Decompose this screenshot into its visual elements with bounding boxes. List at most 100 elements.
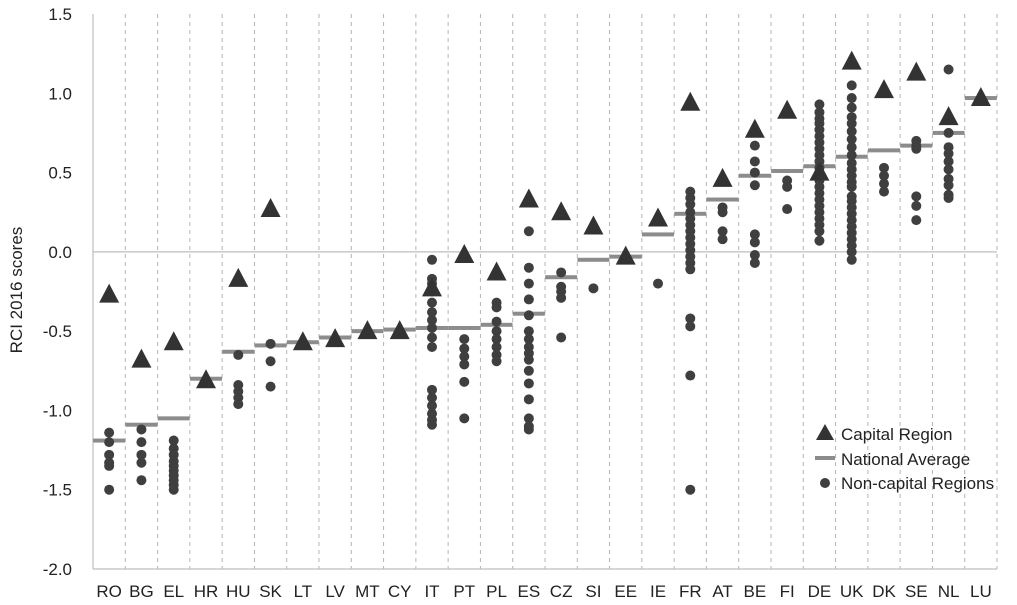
legend-noncapital-label: Non-capital Regions [841,474,994,493]
x-tick-label: BE [744,582,767,601]
legend-national-label: National Average [841,450,970,469]
non-capital-region-point [136,424,147,435]
non-capital-region-point [427,332,437,343]
legend-noncapital-marker [820,478,830,488]
x-tick-label: LU [970,582,992,601]
capital-region-point [970,87,991,107]
legend: Capital Region National Average Non-capi… [815,424,994,493]
y-tick-label: -2.0 [43,560,72,579]
capital-region-point [389,320,410,340]
non-capital-region-point [427,315,437,326]
non-capital-region-point [265,381,276,392]
non-capital-region-point [523,294,534,305]
non-capital-region-point [685,264,696,275]
non-capital-region-point [879,162,889,173]
capital-region-point [938,106,959,126]
non-capital-region-point [459,413,470,424]
non-capital-region-point [523,365,534,376]
national-average-mark [577,257,610,262]
non-capital-region-point [168,435,179,446]
non-capital-region-point [943,192,954,203]
non-capital-region-point [782,181,793,192]
y-tick-label: 1.0 [48,84,72,103]
capital-region-point [422,277,442,297]
non-capital-region-point [588,283,599,294]
non-capital-region-point [943,127,954,138]
y-tick-labels: 1.5 1.0 0.5 0.0 -0.5 -1.0 -1.5 -2.0 [43,5,72,579]
non-capital-region-point [523,394,534,405]
x-tick-label: CY [388,582,412,601]
non-capital-region-point [685,484,696,495]
x-tick-label: ES [518,582,541,601]
non-capital-region-point [427,342,437,352]
non-capital-region-point [523,354,534,365]
capital-region-point [486,261,507,281]
capital-region-point [680,91,701,111]
y-tick-label: 0.0 [48,243,72,262]
non-capital-region-point [427,307,437,318]
y-tick-label: 1.5 [48,5,72,24]
non-capital-region-point [749,237,760,248]
non-capital-region-point [427,419,437,430]
non-capital-region-point [523,226,534,237]
non-capital-region-point [846,93,857,104]
non-capital-region-point [427,254,437,265]
capital-region-point [325,328,346,348]
legend-national-marker [815,456,835,460]
x-tick-label: IE [650,582,666,601]
x-tick-label: HU [226,582,251,601]
legend-capital-marker [816,424,834,440]
non-capital-region-point [846,246,857,257]
capital-region-series [99,50,991,389]
x-tick-label: EE [614,582,637,601]
non-capital-region-point [911,200,922,211]
non-capital-region-point [846,126,857,137]
x-tick-label: AT [712,582,732,601]
non-capital-region-point [523,413,534,424]
non-capital-region-point [685,370,696,381]
national-average-mark [448,325,481,330]
non-capital-region-point [879,170,889,181]
non-capital-region-point [136,457,147,468]
non-capital-region-point [846,134,857,145]
capital-region-point [712,167,733,187]
capital-region-point [551,201,572,221]
non-capital-region-point [749,156,760,167]
non-capital-region-point [491,342,502,352]
non-capital-region-point [523,378,534,389]
capital-region-point [906,61,927,81]
non-capital-region-point [427,297,437,308]
capital-region-point [357,320,378,340]
non-capital-region-point [104,449,115,460]
non-capital-region-point [943,148,954,159]
non-capital-region-point [911,191,922,202]
non-capital-region-point [846,102,857,113]
x-tick-label: SI [585,582,601,601]
capital-region-point [131,348,152,368]
non-capital-region-point [491,302,502,313]
non-capital-region-point [427,392,437,403]
y-tick-label: 0.5 [48,164,72,183]
x-tick-label: SE [905,582,928,601]
x-tick-label: LT [294,582,313,601]
x-tick-label: DK [872,582,896,601]
capital-region-point [583,215,604,235]
capital-region-point [615,245,636,265]
non-capital-region-point [104,437,115,448]
capital-region-point [228,267,249,287]
axis-layer [92,14,997,570]
capital-region-point [809,161,830,181]
non-capital-region-point [879,178,889,189]
non-capital-region-point [717,234,728,245]
national-average-mark [868,148,900,153]
capital-region-point [518,188,539,208]
non-capital-region-point [523,262,534,273]
y-tick-label: -1.0 [43,401,72,420]
x-tick-label: EL [163,582,184,601]
non-capital-region-point [523,424,534,435]
non-capital-region-point [523,326,534,337]
non-capital-region-point [459,351,470,362]
national-average-mark [771,168,804,173]
y-axis-title: RCI 2016 scores [7,227,26,354]
